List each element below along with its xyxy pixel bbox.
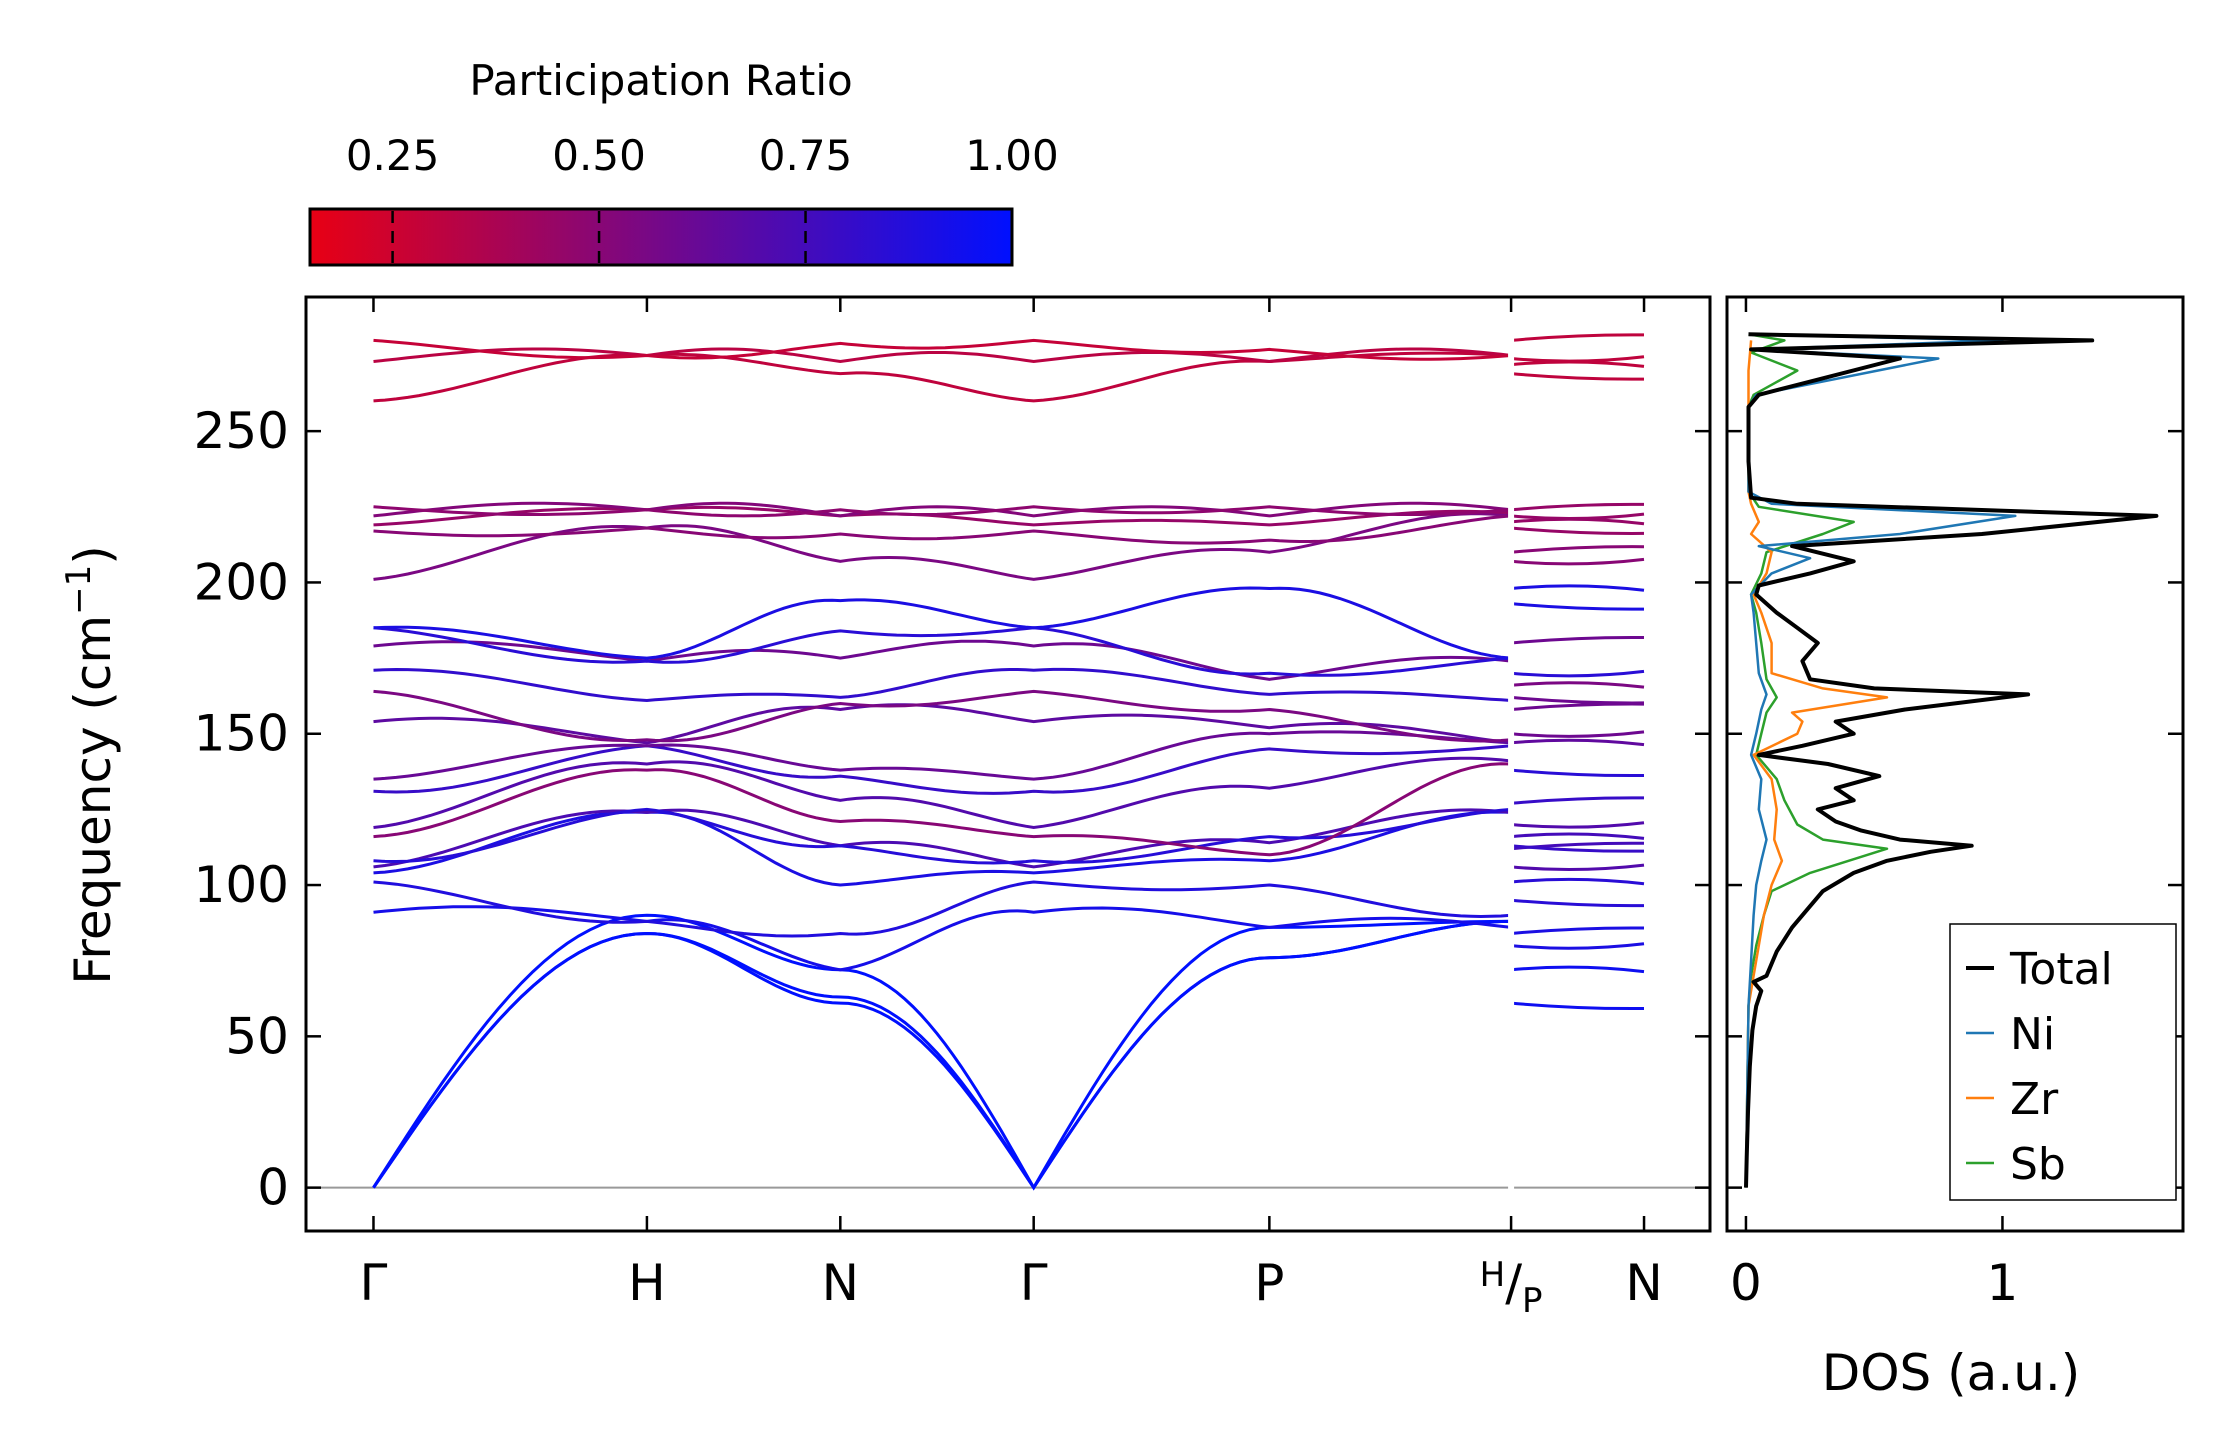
- phonon-band-pn: [1510, 738, 1645, 747]
- phonon-band: [372, 919, 1512, 1191]
- legend-label-sb: Sb: [2010, 1139, 2066, 1190]
- y-tick-label: 50: [225, 1007, 289, 1065]
- phonon-band-pn: [1510, 602, 1645, 611]
- phonon-band-pn: [1510, 584, 1645, 592]
- y-tick-label: 200: [194, 553, 289, 611]
- colorbar-tick-label: 1.00: [965, 131, 1059, 180]
- phonon-band: [373, 351, 1512, 403]
- phonon-band: [373, 730, 1512, 781]
- phonon-band-pn: [1510, 669, 1645, 678]
- phonon-band-pn: [1510, 557, 1645, 566]
- phonon-band: [373, 512, 1512, 581]
- phonon-band-pn: [1510, 526, 1645, 535]
- colorbar-tick-label: 0.75: [759, 131, 853, 180]
- colorbar: Participation Ratio 0.25 0.50 0.75 1.00: [308, 56, 1059, 267]
- x-tick-label: N: [822, 1254, 859, 1312]
- phonon-band-pn: [1510, 821, 1645, 829]
- phonon-band: [373, 626, 1512, 677]
- phonon-band: [373, 810, 1512, 887]
- x-tick-label-hp: H/P: [1480, 1254, 1543, 1321]
- phonon-band-pn: [1510, 942, 1645, 950]
- phonon-band-pn: [1510, 926, 1645, 935]
- y-tick-label: 0: [257, 1159, 289, 1217]
- phonon-band: [373, 744, 1512, 795]
- y-tick-label: 150: [194, 705, 289, 763]
- legend-label-zr: Zr: [2010, 1074, 2059, 1125]
- phonon-band: [373, 505, 1512, 527]
- y-tick-label: 250: [194, 402, 289, 460]
- main-axes-frame: [304, 295, 1712, 1233]
- path-break-gap: [1508, 302, 1515, 1226]
- x-tick-label: Γ: [1020, 1254, 1048, 1312]
- phonon-band-pn: [1510, 681, 1645, 689]
- phonon-band: [373, 703, 1512, 745]
- x-tick-label: P: [1254, 1254, 1284, 1312]
- phonon-band-pn: [1510, 863, 1645, 872]
- legend-label-ni: Ni: [2010, 1009, 2055, 1060]
- y-tick-label: 100: [194, 856, 289, 914]
- phonon-band-pn: [1510, 796, 1645, 805]
- colorbar-title: Participation Ratio: [469, 56, 852, 105]
- dos-x-tick-label: 1: [1987, 1254, 2019, 1312]
- phonon-band: [373, 880, 1512, 938]
- phonon-band-pn: [1510, 898, 1645, 908]
- phonon-band-pn: [1510, 545, 1645, 554]
- phonon-band-pn: [1510, 768, 1645, 778]
- phonon-band-pn: [1510, 965, 1645, 974]
- x-tick-label: H: [628, 1254, 666, 1312]
- k-path-axis: Γ H N Γ P H/P N: [360, 298, 1663, 1321]
- phonon-band-pn: [1510, 730, 1645, 738]
- phonon-band: [373, 347, 1512, 364]
- band-structure-panel: 0 50 100 150 200 250 Γ H N Γ P H/P N Frequency (cm−…: [59, 295, 1712, 1321]
- phonon-band-pn: [1510, 635, 1645, 645]
- dos-curve-total: [1744, 332, 2159, 1188]
- frequency-axis: 0 50 100 150 200 250: [194, 402, 1709, 1217]
- dos-legend: Total Ni Zr Sb: [1949, 923, 2177, 1201]
- phonon-band-pn: [1510, 877, 1645, 886]
- dos-axis-label: DOS (a.u.): [1822, 1344, 2081, 1402]
- phonon-band-pn: [1510, 844, 1645, 853]
- x-tick-label: Γ: [360, 1254, 388, 1312]
- phonon-band: [373, 586, 1512, 660]
- phonon-band-pn: [1510, 702, 1645, 711]
- phonon-band: [373, 338, 1512, 361]
- phonon-band-pn: [1510, 517, 1645, 526]
- phonon-band: [373, 756, 1512, 830]
- phonon-band-pn: [1510, 372, 1645, 381]
- frequency-axis-label: Frequency (cm−1): [59, 545, 122, 985]
- dos-curve-zr: [1744, 340, 1889, 1188]
- phonon-band: [373, 514, 1512, 545]
- phonon-band: [373, 808, 1512, 869]
- phonon-band-pn: [1510, 333, 1645, 342]
- dos-curves: [1744, 332, 2159, 1188]
- phonon-band-pn: [1510, 695, 1645, 705]
- phonon-band: [373, 639, 1512, 681]
- phonon-band: [373, 505, 1512, 518]
- legend-label-total: Total: [2009, 944, 2113, 995]
- x-tick-label: N: [1625, 1254, 1662, 1312]
- phonon-band: [372, 913, 1512, 1191]
- colorbar-gradient: [308, 207, 1014, 267]
- phonon-band: [373, 762, 1512, 857]
- colorbar-tick-label: 0.50: [552, 131, 646, 180]
- colorbar-ticks: 0.25 0.50 0.75 1.00: [346, 131, 1059, 263]
- phonon-band-pn: [1510, 360, 1645, 368]
- phonon-bands: [307, 302, 1709, 1226]
- phonon-band-pn: [1510, 832, 1645, 840]
- colorbar-tick-label: 0.25: [346, 131, 440, 180]
- phonon-band-pn: [1510, 1001, 1645, 1011]
- dos-axes-frame: [1725, 295, 2185, 1233]
- phonon-band: [373, 667, 1512, 703]
- phonon-band: [373, 807, 1512, 865]
- dos-x-tick-label: 0: [1730, 1254, 1762, 1312]
- phonon-band-pn: [1510, 355, 1645, 363]
- phonon-band: [373, 905, 1512, 972]
- phonon-band-pn: [1510, 502, 1645, 512]
- phonon-band-pn: [1510, 512, 1645, 521]
- phonon-band: [373, 689, 1512, 743]
